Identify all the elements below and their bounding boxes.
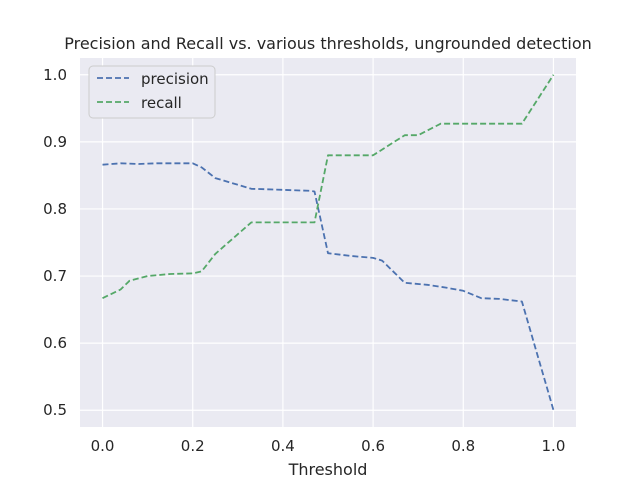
- legend: precision recall: [88, 65, 216, 119]
- x-tick-label: 0.0: [91, 437, 115, 455]
- legend-recall-label: recall: [141, 94, 182, 112]
- y-tick-label: 0.5: [43, 401, 67, 419]
- x-tick-label: 0.2: [181, 437, 205, 455]
- legend-precision-label: precision: [141, 70, 209, 88]
- chart-title: Precision and Recall vs. various thresho…: [64, 34, 592, 53]
- y-tick-label: 0.8: [43, 200, 67, 218]
- x-tick-label: 0.4: [271, 437, 295, 455]
- tick-labels: 0.0 0.2 0.4 0.6 0.8 1.0 0.5 0.6 0.7 0.8 0.9 1.0: [43, 66, 565, 455]
- x-tick-label: 1.0: [542, 437, 566, 455]
- series-line-precision: [102, 162, 555, 411]
- y-tick-label: 0.7: [43, 267, 67, 285]
- grid-lines: [80, 58, 576, 427]
- series-layer: [102, 74, 555, 411]
- x-tick-label: 0.6: [361, 437, 385, 455]
- x-tick-label: 0.8: [451, 437, 475, 455]
- plot-area: [80, 58, 576, 427]
- y-tick-label: 1.0: [43, 66, 67, 84]
- y-tick-label: 0.9: [43, 133, 67, 151]
- legend-box: [88, 65, 216, 119]
- y-tick-label: 0.6: [43, 334, 67, 352]
- x-axis-label: Threshold: [288, 460, 368, 479]
- series-line-recall: [102, 74, 555, 300]
